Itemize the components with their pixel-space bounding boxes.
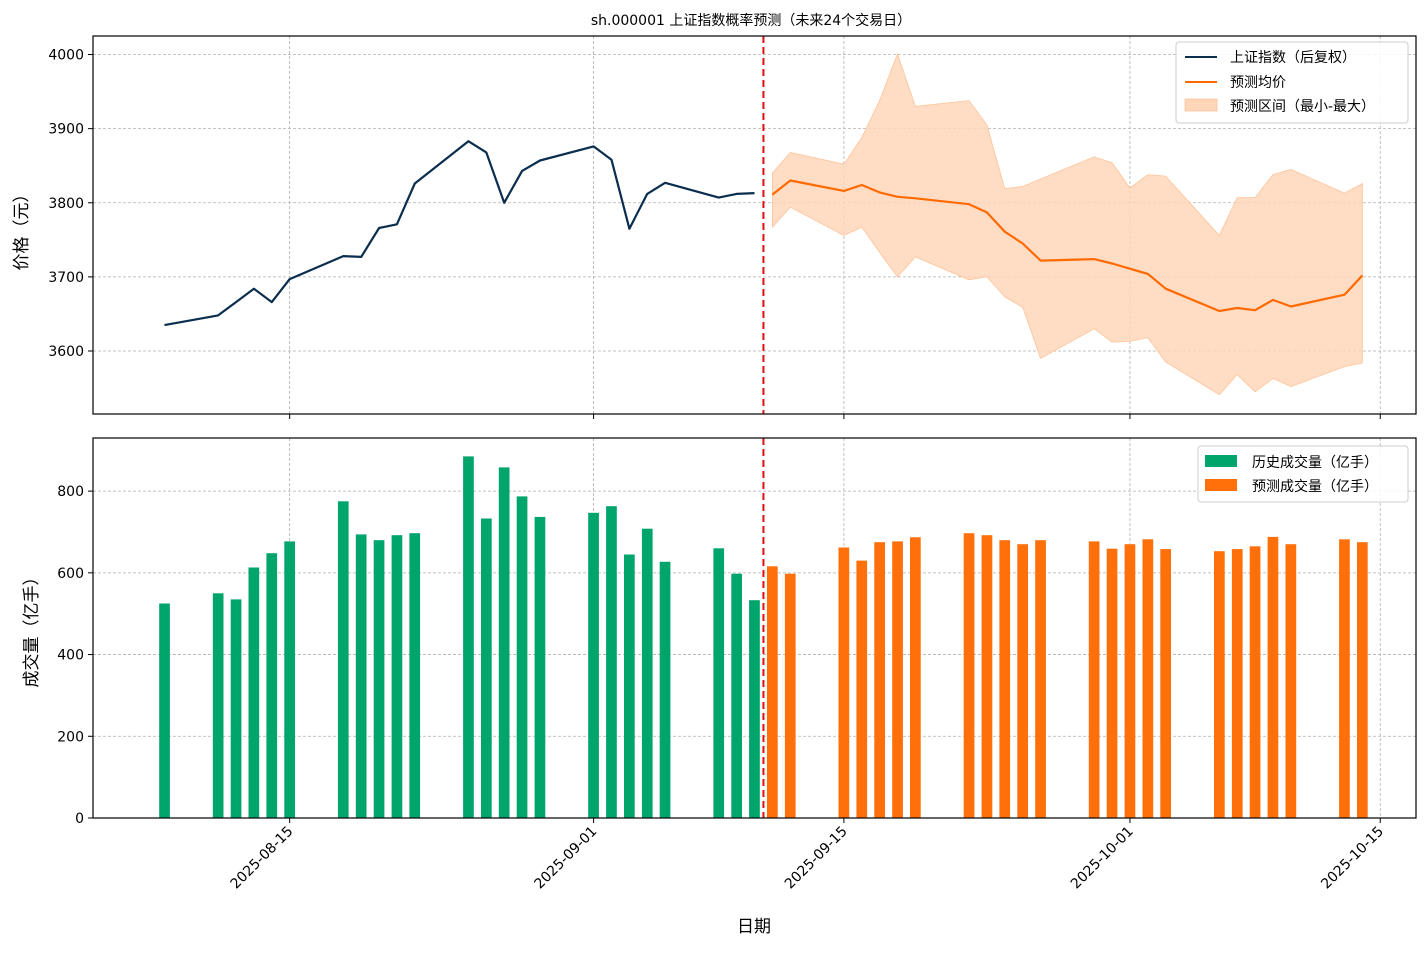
- forecast-volume-bar: [856, 560, 868, 818]
- price-axis-label: 价格（元）: [12, 186, 32, 271]
- history-volume-bar: [463, 456, 474, 818]
- history-volume-bar: [749, 600, 760, 818]
- price-y-tick-label: 4000: [48, 48, 84, 64]
- forecast-volume-bar: [1214, 551, 1225, 818]
- forecast-volume-bar: [999, 540, 1011, 818]
- date-axis-label: 日期: [737, 917, 771, 937]
- price-legend-box: [1175, 41, 1409, 124]
- forecast-volume-bar: [1285, 544, 1297, 818]
- price-panel: 3600 3700 3800 3900 4000 上证指数（后复权） 预测均价 预测区间…: [48, 35, 1417, 419]
- forecast-volume-bar: [1357, 542, 1368, 818]
- forecast-volume-bar: [767, 566, 778, 818]
- forecast-volume-bar: [1267, 536, 1279, 818]
- date-x-ticks: 2025-08-15 2025-09-01 2025-09-15 2025-10-01…: [228, 818, 1387, 892]
- date-x-tick-label: 2025-10-15: [1318, 824, 1387, 893]
- forecast-volume-bar: [1339, 539, 1350, 818]
- volume-legend: 历史成交量（亿手） 预测成交量（亿手）: [1197, 445, 1409, 503]
- forecast-volume-bar: [1106, 548, 1118, 818]
- history-volume-legend-swatch: [1205, 455, 1237, 467]
- price-legend: 上证指数（后复权） 预测均价 预测区间（最小-最大）: [1175, 41, 1409, 124]
- forecast-mean-line: [771, 179, 1364, 313]
- history-volume-bar: [391, 535, 403, 818]
- history-volume-bar: [266, 553, 278, 818]
- forecast-volume-bar: [910, 537, 921, 818]
- forecast-volume-bar: [892, 541, 903, 818]
- history-volume-bar: [481, 518, 492, 818]
- history-volume-bar: [534, 516, 546, 818]
- history-volume-legend-label: 历史成交量（亿手）: [1252, 454, 1378, 471]
- history-volume-bar: [159, 603, 170, 818]
- forecast-volume-bar: [874, 542, 885, 818]
- history-volume-bar: [516, 496, 528, 818]
- history-volume-bar: [248, 567, 260, 818]
- forecast-volume-legend-swatch: [1205, 479, 1237, 491]
- history-volume-bar: [284, 541, 295, 818]
- history-volume-bar: [212, 593, 224, 818]
- volume-panel-frame: [92, 437, 1417, 819]
- price-y-tick-label: 3600: [48, 344, 84, 360]
- history-volume-bar: [641, 528, 653, 818]
- forecast-volume-bar: [1035, 540, 1046, 818]
- history-volume-bar: [230, 599, 242, 818]
- forecast-volume-legend-label: 预测成交量（亿手）: [1252, 478, 1378, 495]
- history-volume-bar: [606, 506, 617, 818]
- forecast-mean-legend-label: 预测均价: [1230, 75, 1286, 91]
- forecast-volume-bar: [1142, 539, 1154, 818]
- price-y-tick-label: 3700: [48, 270, 84, 286]
- history-price-legend-label: 上证指数（后复权）: [1230, 49, 1356, 66]
- history-volume-bar: [355, 534, 367, 818]
- forecast-volume-bar: [1231, 549, 1243, 818]
- date-x-tick-label: 2025-10-01: [1068, 824, 1137, 893]
- history-volume-bar: [498, 467, 510, 818]
- date-x-tick-label: 2025-09-01: [532, 824, 601, 893]
- history-volume-bar: [337, 501, 349, 818]
- price-y-ticks: 3600 3700 3800 3900 4000: [48, 48, 93, 360]
- price-y-tick-label: 3900: [48, 122, 84, 138]
- volume-y-tick-label: 800: [57, 484, 84, 500]
- volume-y-ticks: 0 200 400 600 800: [57, 484, 93, 827]
- volume-axis-label: 成交量（亿手）: [22, 569, 42, 688]
- forecast-volume-bar: [1124, 544, 1136, 818]
- volume-y-tick-label: 600: [57, 566, 84, 582]
- history-volume-bar: [373, 540, 385, 818]
- forecast-volume-bar: [1160, 549, 1171, 818]
- history-volume-bar: [588, 512, 599, 818]
- forecast-volume-bar: [1017, 544, 1028, 818]
- price-panel-frame: [92, 35, 1417, 415]
- forecast-volume-bar: [1088, 541, 1100, 818]
- history-volume-bar: [409, 533, 421, 818]
- volume-y-tick-label: 0: [75, 811, 84, 827]
- chart-title: sh.000001 上证指数概率预测（未来24个交易日）: [591, 12, 911, 29]
- forecast-range-legend-swatch: [1184, 98, 1218, 112]
- price-x-ticks: [289, 414, 1381, 419]
- forecast-volume-bar: [963, 533, 975, 818]
- date-x-tick-label: 2025-09-15: [782, 824, 851, 893]
- volume-bars: [159, 456, 1368, 818]
- volume-y-tick-label: 400: [57, 648, 84, 664]
- date-x-tick-label: 2025-08-15: [228, 824, 297, 893]
- forecast-volume-bar: [1249, 546, 1261, 818]
- forecast-range-legend-label: 预测区间（最小-最大）: [1230, 99, 1375, 115]
- history-volume-bar: [713, 548, 725, 818]
- history-volume-bar: [659, 561, 671, 818]
- volume-legend-box: [1197, 445, 1409, 503]
- history-price-line: [164, 140, 755, 327]
- forecast-volume-bar: [981, 535, 993, 818]
- history-volume-bar: [731, 573, 742, 818]
- history-volume-bar: [624, 554, 635, 818]
- volume-y-tick-label: 200: [57, 729, 84, 745]
- price-y-tick-label: 3800: [48, 196, 84, 212]
- forecast-volume-bar: [784, 573, 796, 818]
- price-lines: [164, 140, 1364, 327]
- forecast-volume-bar: [838, 547, 850, 818]
